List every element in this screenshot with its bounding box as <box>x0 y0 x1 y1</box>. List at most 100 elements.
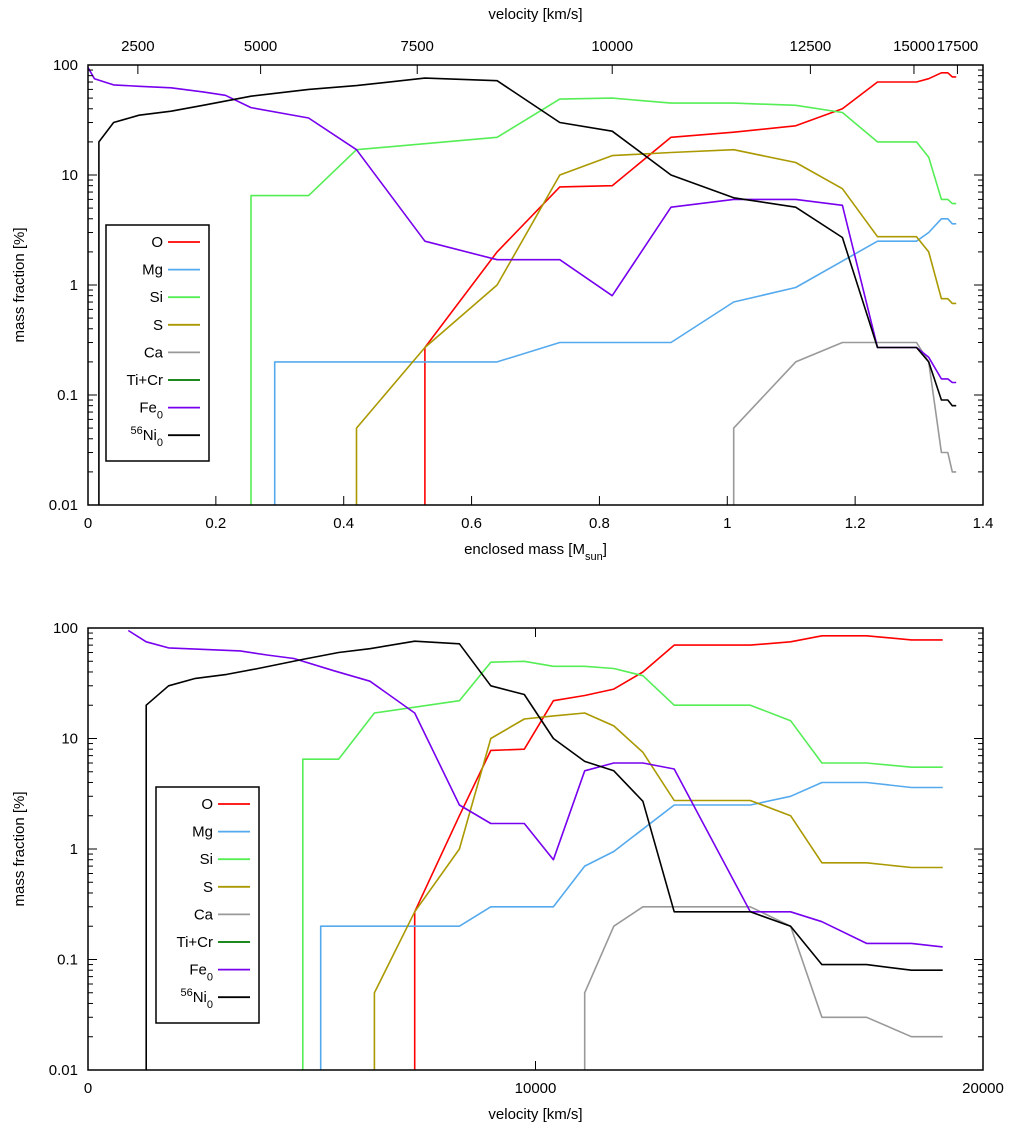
legend-label: Fe0 <box>139 400 163 422</box>
y-axis-label: mass fraction [%] <box>11 227 28 342</box>
x-tick-label: 1 <box>723 515 731 532</box>
legend-label: Si <box>150 289 163 306</box>
x-tick-label: 20000 <box>962 1080 1004 1097</box>
legend-label-main: S <box>203 879 213 896</box>
x-tick-label: 10000 <box>515 1080 557 1097</box>
legend-label: O <box>151 234 163 251</box>
legend-box <box>155 786 260 1024</box>
x-tick-label: 1.4 <box>973 515 994 532</box>
series-line-o <box>413 634 943 1070</box>
x-tick-label: 0.8 <box>589 515 610 532</box>
x-tick-label: 0 <box>84 515 92 532</box>
series-line-fe <box>127 629 943 948</box>
legend-label-sub: 0 <box>157 437 163 449</box>
y-axis-label: mass fraction [%] <box>11 791 28 906</box>
axis-ticks: 0.01 0.1 1 10 100 0 10000 20000 <box>49 620 1004 1097</box>
legend-label: Ca <box>144 344 164 361</box>
x-axis-label: velocity [km/s] <box>488 1106 582 1123</box>
chart-panel-mass: 0.01 0.1 1 10 100 0 0.2 0.4 0.6 0.8 1 1.2 1.4 2500 500… <box>11 6 993 563</box>
legend-label-sub: 0 <box>157 410 163 422</box>
series-line-fe <box>87 67 957 384</box>
series-line-ca <box>583 905 943 1070</box>
x-tick-label: 0.6 <box>461 515 482 532</box>
x2-tick-label: 12500 <box>790 38 832 55</box>
series-line-ca <box>732 341 957 505</box>
series-line-si <box>301 660 943 1070</box>
legend-label: Mg <box>142 262 163 279</box>
legend-label: Fe0 <box>189 962 213 984</box>
y-tick-label: 0.1 <box>57 387 78 404</box>
legend-label: Ti+Cr <box>176 934 213 951</box>
y-tick-label: 100 <box>53 620 78 637</box>
legend-label-main: Ti+Cr <box>176 934 213 951</box>
legend-label-main: Ca <box>194 906 214 923</box>
legend-label-main: Si <box>200 851 213 868</box>
series-line-mg <box>273 218 957 505</box>
legend-label-main: Si <box>150 289 163 306</box>
x-axis-label-end: ] <box>603 541 607 558</box>
legend-label: S <box>203 879 213 896</box>
y-tick-label: 0.01 <box>49 497 78 514</box>
y-tick-label: 1 <box>70 277 78 294</box>
series-lines <box>127 629 943 1070</box>
series-line-s <box>355 148 957 505</box>
y-tick-label: 1 <box>70 841 78 858</box>
legend-label-main: S <box>153 317 163 334</box>
series-line-ni <box>145 640 943 1070</box>
chart-panel-velocity: 0.01 0.1 1 10 100 0 10000 20000 velocity [km/s]… <box>11 620 1004 1123</box>
x2-tick-label: 10000 <box>591 38 633 55</box>
x-tick-label: 0.2 <box>205 515 226 532</box>
legend-label-main: Mg <box>192 824 213 841</box>
legend-label-sub: 0 <box>207 999 213 1011</box>
y-tick-label: 10 <box>61 167 78 184</box>
x-axis-label-main: enclosed mass [M <box>464 541 585 558</box>
legend-label: 56Ni0 <box>180 987 213 1011</box>
series-line-si <box>250 97 957 505</box>
legend-label-main: Ca <box>144 344 164 361</box>
axis-ticks: 0.01 0.1 1 10 100 0 0.2 0.4 0.6 0.8 1 1.2 1.4 2500 500… <box>49 38 994 532</box>
series-line-ni <box>98 77 957 505</box>
x-tick-label: 0.4 <box>333 515 354 532</box>
legend-box <box>105 224 210 462</box>
series-line-o <box>424 72 957 505</box>
legend-label-main: Ti+Cr <box>126 372 163 389</box>
x2-tick-label: 2500 <box>121 38 154 55</box>
series-lines <box>87 67 957 505</box>
series-line-mg <box>319 781 943 1070</box>
legend-label-main: Fe <box>139 400 157 417</box>
x-tick-label: 1.2 <box>845 515 866 532</box>
legend-label-main: Mg <box>142 262 163 279</box>
legend-label: Ca <box>194 906 214 923</box>
legend-label-sup: 56 <box>180 987 192 999</box>
x2-axis-label: velocity [km/s] <box>488 6 582 23</box>
x2-tick-label: 7500 <box>401 38 434 55</box>
y-tick-label: 10 <box>61 731 78 748</box>
legend-label: Ti+Cr <box>126 372 163 389</box>
x-tick-label: 0 <box>84 1080 92 1097</box>
legend-label: Mg <box>192 824 213 841</box>
legend-label-sub: 0 <box>207 972 213 984</box>
y-tick-label: 100 <box>53 57 78 74</box>
plot-frame <box>87 64 984 506</box>
legend-label-main: O <box>201 796 213 813</box>
legend-label: Si <box>200 851 213 868</box>
legend-label-main: Ni <box>193 989 207 1006</box>
legend-label-main: O <box>151 234 163 251</box>
legend-label-sup: 56 <box>130 425 142 437</box>
series-line-s <box>373 712 943 1070</box>
y-tick-label: 0.01 <box>49 1062 78 1079</box>
legend-label: 56Ni0 <box>130 425 163 449</box>
legend-label-main: Fe <box>189 962 207 979</box>
legend-label: S <box>153 317 163 334</box>
x2-tick-label: 17500 <box>937 38 979 55</box>
legend-label-main: Ni <box>143 427 157 444</box>
legend-label: O <box>201 796 213 813</box>
y-tick-label: 0.1 <box>57 952 78 969</box>
x2-tick-label: 5000 <box>244 38 277 55</box>
x-axis-label: enclosed mass [Msun] <box>464 541 607 563</box>
x2-tick-label: 15000 <box>893 38 935 55</box>
x-axis-label-sub: sun <box>585 551 603 563</box>
